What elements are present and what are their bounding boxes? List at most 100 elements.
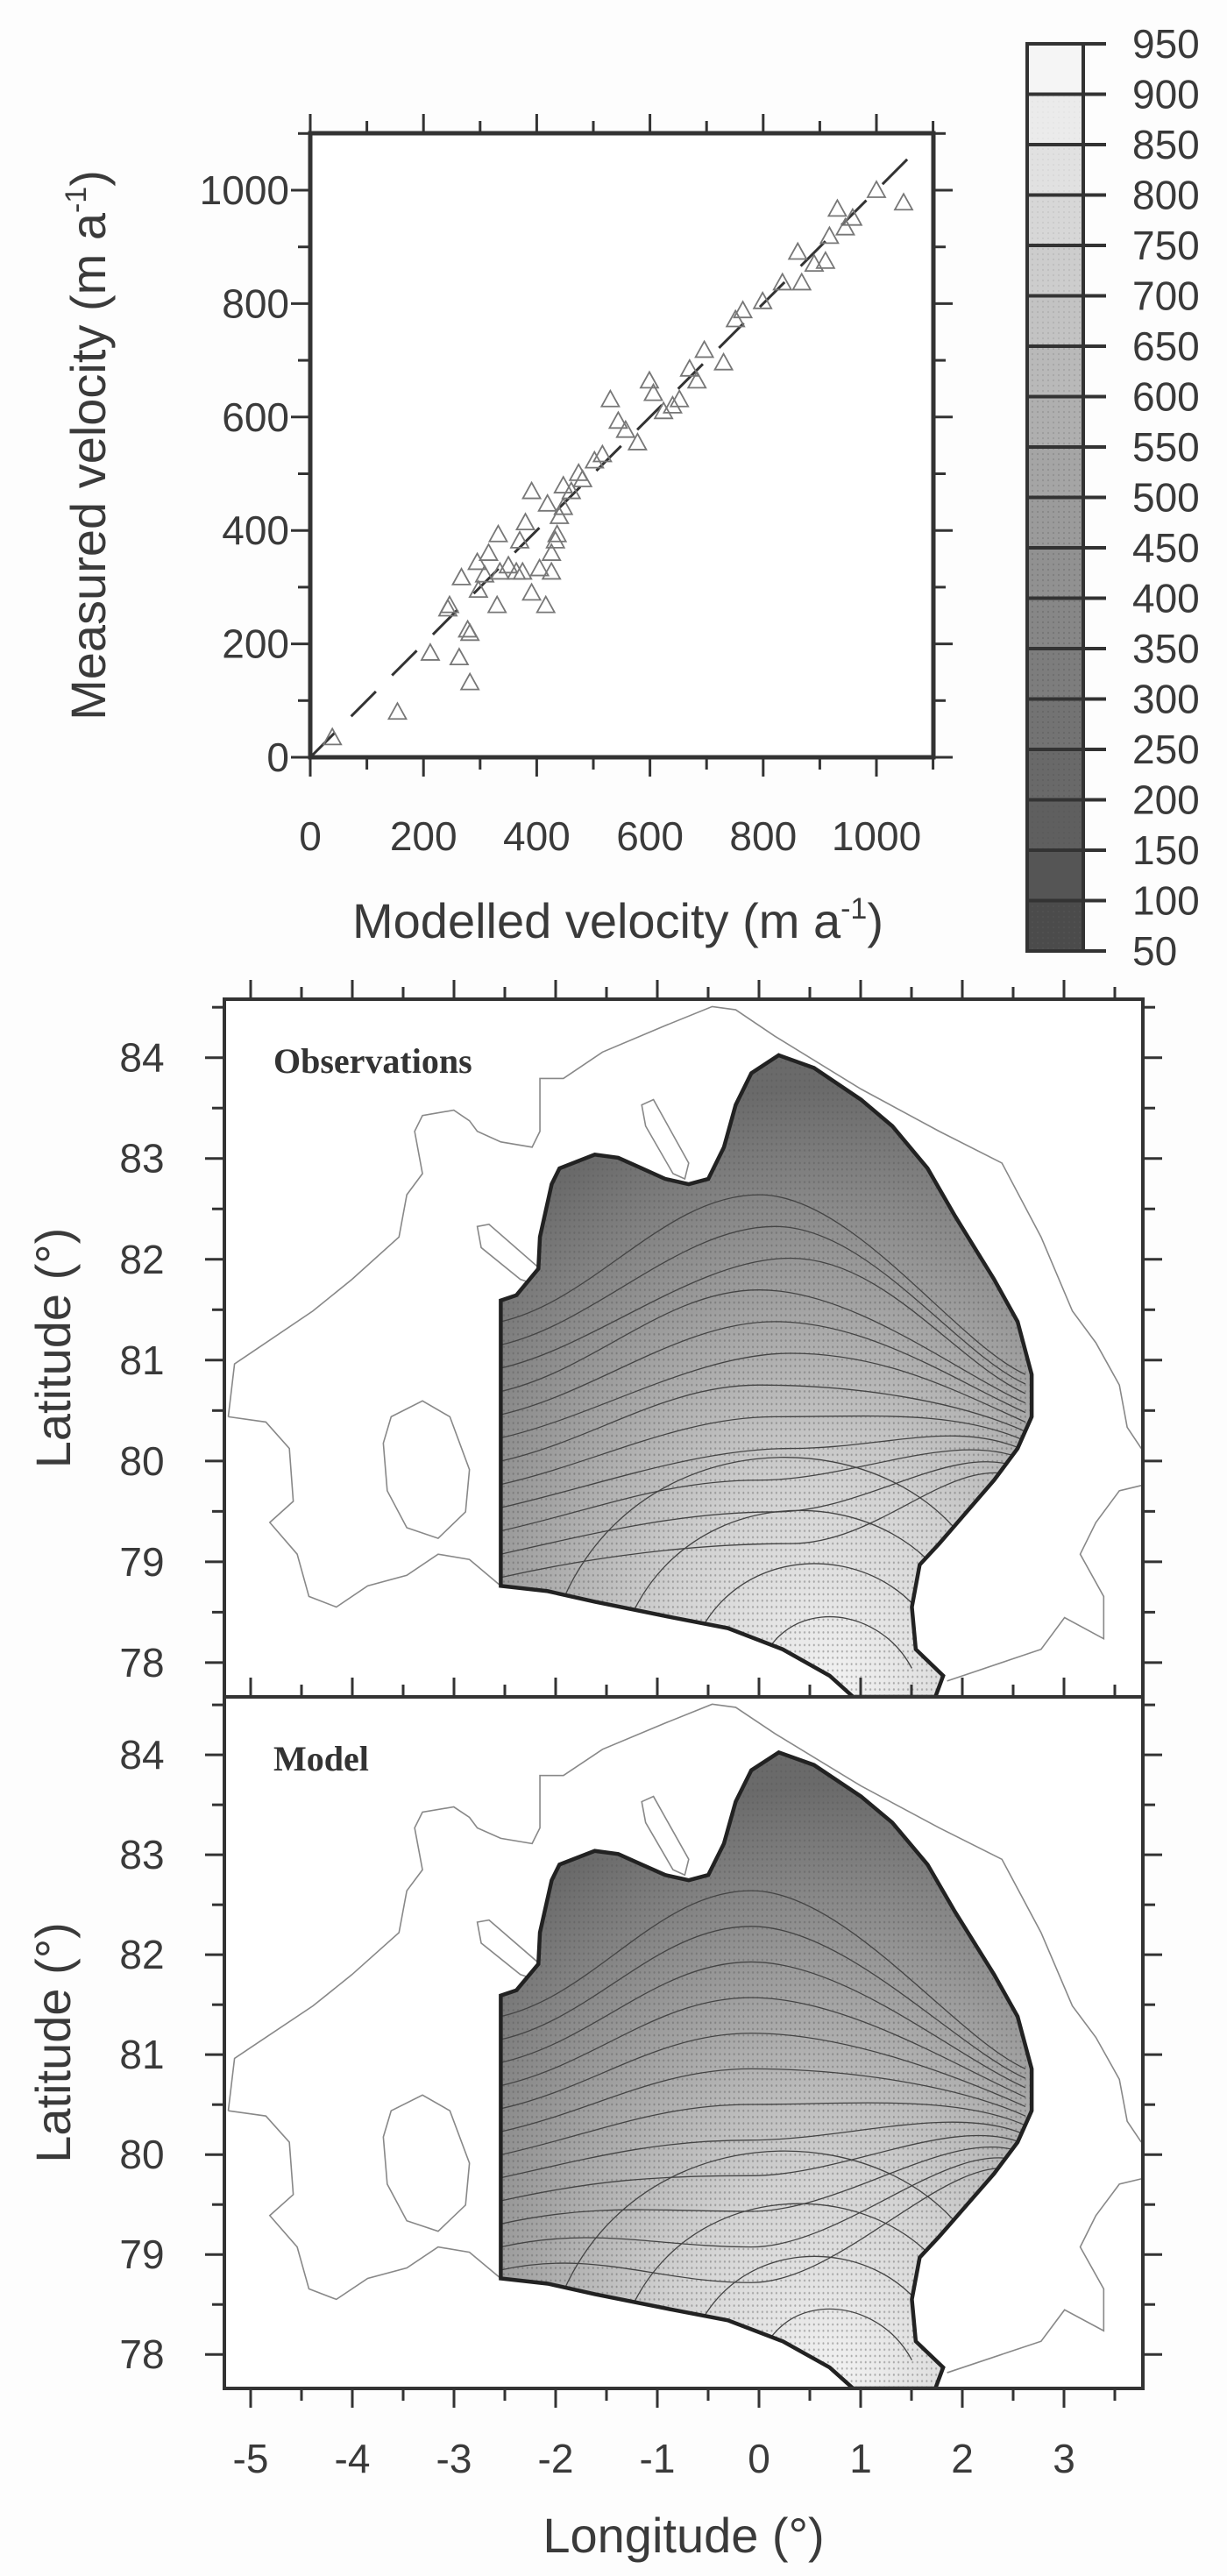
colorbar-label: 550: [1132, 424, 1200, 470]
colorbar-stipple: [1027, 699, 1083, 749]
lat-tick-label: 82: [119, 1237, 164, 1282]
y-tick-label: 800: [222, 280, 289, 326]
lon-tick-label: 0: [748, 2436, 770, 2481]
velocity-contour: [500, 1416, 1025, 1485]
triangle-marker: [627, 432, 648, 451]
coastline: [228, 2111, 500, 2299]
ice-shelf-stipple: [500, 1054, 1032, 1697]
triangle-marker: [553, 475, 574, 493]
triangle-marker: [529, 557, 550, 577]
triangle-marker: [607, 410, 628, 429]
colorbar-stipple: [1027, 195, 1083, 245]
triangle-marker: [547, 523, 568, 543]
colorbar-label: 400: [1132, 576, 1200, 621]
velocity-contour: [500, 2135, 1025, 2201]
y-tick-label: 400: [222, 507, 289, 553]
colorbar-stipple: [1027, 548, 1083, 599]
lat-tick-label: 82: [119, 1932, 164, 1977]
triangle-marker: [679, 358, 700, 377]
lat-tick-label: 79: [119, 1539, 164, 1585]
map-plot-area: [224, 999, 1143, 1697]
triangle-marker: [791, 272, 812, 291]
colorbar-label: 150: [1132, 827, 1200, 873]
coastline: [228, 1006, 1141, 1448]
y-axis-title-close: ): [60, 170, 116, 187]
triangle-marker: [450, 567, 472, 585]
velocity-contour: [500, 2122, 1025, 2178]
triangle-marker: [834, 216, 855, 236]
velocity-contour: [500, 1195, 1025, 1374]
panel-label: Observations: [273, 1041, 472, 1081]
x-tick-label: 0: [299, 813, 322, 859]
triangle-marker: [713, 351, 734, 371]
velocity-contour: [500, 1226, 1025, 1384]
lat-tick-label: 83: [119, 1832, 164, 1877]
velocity-contour: [500, 1450, 1025, 1531]
longitude-axis-title: Longitude (°): [543, 2508, 824, 2563]
triangle-marker: [686, 370, 707, 389]
triangle-marker: [541, 543, 562, 561]
colorbar-label: 100: [1132, 878, 1200, 924]
coastline: [228, 1704, 1141, 2142]
velocity-contour: [500, 1473, 1025, 1577]
triangle-marker: [553, 496, 574, 515]
velocity-contour: [500, 1290, 1025, 1403]
y-tick-label: 1000: [200, 167, 289, 213]
triangle-marker: [521, 480, 543, 500]
colorbar-label: 600: [1132, 374, 1200, 420]
colorbar-label: 700: [1132, 273, 1200, 319]
y-tick-label: 600: [222, 394, 289, 440]
colorbar-label: 650: [1132, 323, 1200, 369]
triangle-marker: [489, 561, 510, 580]
colorbar-label: 950: [1132, 21, 1200, 67]
triangle-marker: [819, 225, 840, 245]
velocity-contour: [500, 2158, 1025, 2247]
lon-tick-label: -2: [538, 2436, 574, 2481]
colorbar-stipple: [1027, 850, 1083, 901]
triangle-marker: [866, 180, 887, 198]
lat-tick-label: 80: [119, 2132, 164, 2177]
x-axis-title: Modelled velocity (m a-1): [352, 892, 883, 948]
colorbar-label: 350: [1132, 626, 1200, 671]
lon-tick-label: -5: [233, 2436, 269, 2481]
colorbar-stipple: [1027, 598, 1083, 649]
triangle-marker: [842, 207, 863, 226]
y-axis-title: Measured velocity (m a-1): [60, 170, 116, 720]
velocity-contour: [500, 1322, 1025, 1415]
triangle-marker: [498, 555, 519, 574]
coastline: [228, 1416, 500, 1607]
triangle-marker: [752, 290, 773, 309]
y-axis-title-text: Measured velocity (m a: [60, 212, 116, 720]
x-tick-label: 600: [616, 813, 684, 859]
lon-tick-label: 3: [1053, 2436, 1075, 2481]
triangle-marker: [694, 339, 715, 358]
velocity-contour: [540, 1458, 994, 1697]
x-axis-title-superscript: -1: [840, 892, 867, 926]
colorbar-stipple: [1027, 649, 1083, 699]
velocity-contour: [500, 2069, 1025, 2132]
colorbar-stipple: [1027, 145, 1083, 195]
colorbar-stipple: [1027, 799, 1083, 850]
triangle-marker: [772, 272, 793, 291]
coastline: [383, 2095, 469, 2231]
one-to-one-line: [309, 155, 911, 759]
colorbar-label: 450: [1132, 525, 1200, 571]
triangle-marker: [804, 253, 825, 273]
map-plot-area: [224, 1697, 1143, 2388]
lat-tick-label: 84: [119, 1732, 164, 1778]
scatter-points: [322, 180, 914, 746]
triangle-marker: [541, 561, 562, 580]
triangle-marker: [512, 561, 533, 580]
colorbar-stipple: [1027, 346, 1083, 397]
lat-tick-label: 80: [119, 1438, 164, 1484]
colorbar-label: 500: [1132, 475, 1200, 521]
triangle-marker: [537, 493, 558, 512]
colorbar-label: 200: [1132, 777, 1200, 823]
triangle-marker: [787, 241, 808, 260]
triangle-marker: [662, 395, 683, 414]
velocity-contour: [500, 1962, 1025, 2087]
lat-tick-label: 78: [119, 2331, 164, 2377]
scatter-ticks: 0 200 400 600 800 1000 0 200 400 600 800 1000: [200, 114, 953, 859]
coastline: [947, 1486, 1142, 1681]
triangle-marker: [549, 506, 570, 524]
